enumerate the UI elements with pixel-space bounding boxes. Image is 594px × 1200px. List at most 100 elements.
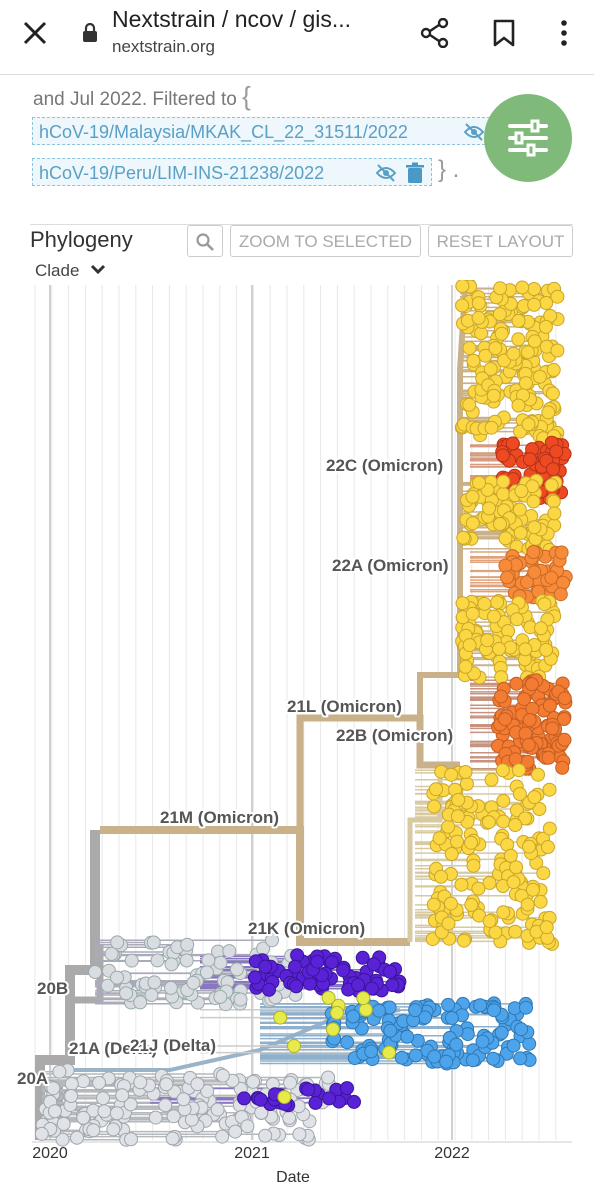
tip bbox=[522, 713, 537, 727]
tip bbox=[289, 979, 304, 994]
tip bbox=[496, 905, 511, 920]
tip bbox=[215, 1129, 230, 1144]
tip bbox=[340, 1081, 354, 1096]
zoom-button[interactable] bbox=[187, 225, 223, 257]
tip bbox=[471, 881, 486, 896]
delete-icon[interactable] bbox=[405, 162, 425, 184]
tip bbox=[439, 1054, 454, 1069]
tip bbox=[441, 819, 456, 834]
tip bbox=[104, 946, 119, 961]
zoom-to-selected-button[interactable]: ZOOM TO SELECTED bbox=[230, 225, 421, 257]
tip bbox=[493, 281, 508, 296]
tip bbox=[526, 545, 541, 559]
tip bbox=[542, 698, 557, 713]
color-by-select[interactable]: Clade bbox=[35, 261, 106, 281]
tip bbox=[511, 332, 526, 347]
tip bbox=[556, 575, 571, 590]
tip bbox=[545, 721, 560, 736]
clade-label: 20A bbox=[17, 1069, 48, 1088]
tip bbox=[222, 944, 237, 959]
tip bbox=[179, 953, 194, 968]
tip bbox=[496, 793, 511, 808]
tip bbox=[233, 992, 248, 1007]
menu-button[interactable] bbox=[558, 18, 570, 48]
tip bbox=[532, 369, 547, 384]
tip bbox=[480, 633, 495, 648]
phylogeny-tree: 22C (Omicron) 22A (Omicron) 21L (Omicron… bbox=[15, 280, 573, 1186]
tip bbox=[464, 897, 479, 912]
tip bbox=[215, 1068, 230, 1083]
tip bbox=[159, 1077, 174, 1092]
tip bbox=[466, 858, 481, 873]
tip bbox=[301, 1082, 316, 1097]
tip bbox=[158, 1098, 173, 1113]
tip bbox=[321, 1070, 336, 1085]
tip bbox=[462, 397, 477, 412]
tip bbox=[346, 1009, 361, 1024]
strain-filter-chip[interactable]: hCoV-19/Peru/LIM-INS-21238/2022 bbox=[32, 158, 432, 186]
settings-fab[interactable] bbox=[484, 94, 574, 184]
tip bbox=[544, 570, 559, 585]
tip bbox=[486, 1051, 501, 1066]
hide-icon[interactable] bbox=[463, 122, 485, 142]
tip bbox=[482, 914, 497, 929]
tip bbox=[210, 1102, 225, 1117]
tip bbox=[76, 1074, 91, 1089]
tip bbox=[458, 765, 473, 779]
filter-text: and Jul 2022. Filtered to { bbox=[33, 81, 251, 112]
tip bbox=[544, 478, 559, 493]
tip bbox=[302, 976, 317, 991]
bookmark-button[interactable] bbox=[492, 19, 516, 47]
tip bbox=[258, 1128, 273, 1143]
tip bbox=[471, 310, 486, 325]
share-button[interactable] bbox=[420, 18, 450, 48]
tip bbox=[459, 776, 474, 791]
tip bbox=[483, 362, 498, 376]
tip bbox=[471, 296, 486, 311]
tip bbox=[426, 897, 441, 912]
tip bbox=[133, 995, 148, 1010]
tip bbox=[55, 1132, 70, 1147]
tip bbox=[517, 692, 531, 707]
strain-filter-chip[interactable]: hCoV-19/Malaysia/MKAK_CL_22_31511/2022 bbox=[32, 117, 490, 145]
tip bbox=[497, 353, 512, 368]
tip bbox=[542, 782, 557, 797]
tip bbox=[487, 609, 501, 624]
tip bbox=[282, 1110, 297, 1125]
tip bbox=[557, 691, 572, 706]
tip bbox=[477, 596, 492, 611]
tip bbox=[521, 737, 536, 752]
tip bbox=[550, 289, 565, 304]
x-tick-label: 2022 bbox=[434, 1145, 470, 1162]
tip bbox=[527, 282, 542, 296]
close-button[interactable] bbox=[22, 20, 48, 46]
hide-icon[interactable] bbox=[375, 163, 397, 183]
brace: } . bbox=[438, 156, 460, 183]
tip bbox=[513, 525, 528, 540]
tip bbox=[464, 835, 478, 850]
tip bbox=[482, 876, 497, 890]
tip bbox=[542, 821, 557, 836]
tip bbox=[355, 950, 370, 965]
tip bbox=[47, 1104, 62, 1119]
tip bbox=[165, 1131, 180, 1146]
clade-label: 20B bbox=[37, 979, 68, 998]
tip bbox=[533, 894, 548, 909]
tip bbox=[110, 935, 125, 950]
tip bbox=[200, 1084, 215, 1099]
tip bbox=[473, 998, 488, 1013]
reset-layout-button[interactable]: RESET LAYOUT bbox=[428, 225, 573, 257]
lock-icon bbox=[83, 23, 97, 42]
tip bbox=[466, 353, 481, 368]
tip bbox=[444, 767, 459, 782]
tip bbox=[494, 1025, 509, 1040]
tip bbox=[475, 1034, 490, 1049]
tip bbox=[237, 1091, 252, 1106]
color-by-label: Clade bbox=[35, 261, 80, 280]
tip bbox=[56, 1116, 71, 1131]
tip bbox=[248, 970, 262, 985]
tip bbox=[518, 811, 533, 826]
tip bbox=[449, 1037, 464, 1052]
tip bbox=[382, 1045, 396, 1060]
